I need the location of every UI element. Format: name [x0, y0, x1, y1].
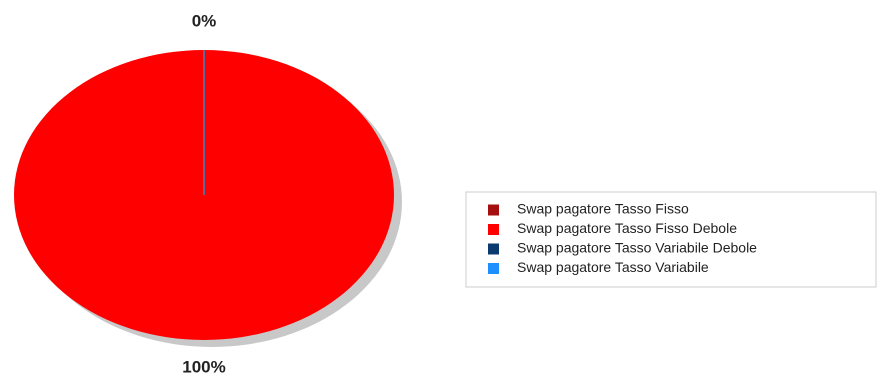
legend-label: Swap pagatore Tasso Fisso: [517, 201, 689, 217]
legend-box: [465, 191, 877, 288]
legend-label: Swap pagatore Tasso Variabile: [517, 259, 709, 275]
data-label: 100%: [182, 357, 225, 374]
legend-label: Swap pagatore Tasso Variabile Debole: [517, 240, 757, 256]
legend-swatch: [488, 263, 499, 274]
data-label: 0%: [192, 11, 217, 30]
legend-swatch: [488, 204, 499, 216]
legend-swatch: [488, 224, 499, 235]
legend-label: Swap pagatore Tasso Fisso Debole: [517, 220, 737, 236]
legend-swatch: [488, 243, 499, 255]
